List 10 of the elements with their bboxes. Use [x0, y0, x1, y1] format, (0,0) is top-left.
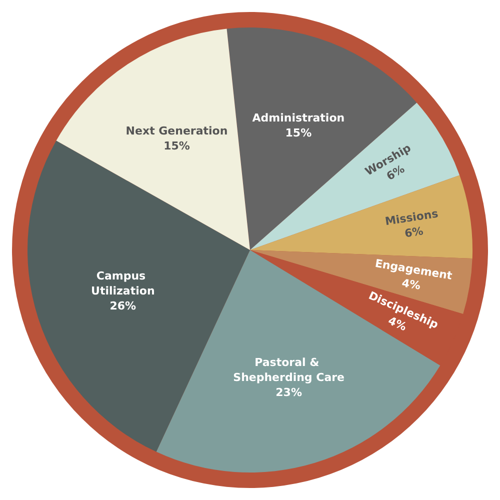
- data-label: 23%: [276, 386, 302, 400]
- slice-label: Pastoral & Shepherding Care: [233, 356, 345, 384]
- data-label: 26%: [110, 299, 136, 312]
- slice-label: Next Generation: [126, 124, 228, 138]
- data-label: 15%: [285, 126, 312, 140]
- slice-label: Campus Utilization: [91, 269, 155, 298]
- data-label: 4%: [400, 276, 422, 292]
- slice-label: Administration: [252, 112, 345, 125]
- data-label: 6%: [404, 224, 424, 240]
- data-label: 15%: [164, 139, 190, 152]
